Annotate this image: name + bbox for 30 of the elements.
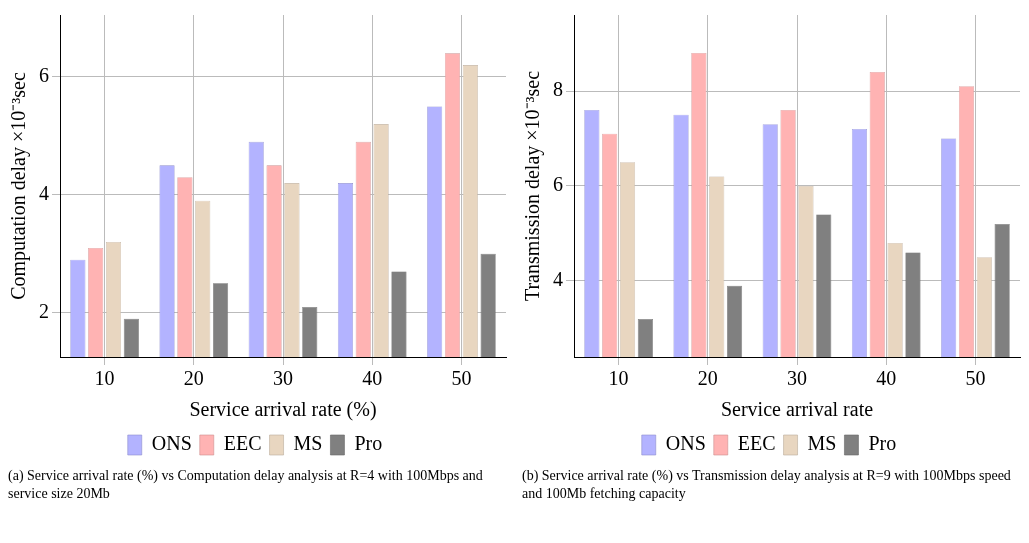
x-tick-label: 10 (608, 367, 629, 390)
x-axis-title: Service arrival rate (720, 398, 874, 421)
y-tick-label: 2 (39, 300, 49, 323)
legend-label: Pro (354, 432, 383, 455)
x-tick-label: 40 (362, 367, 383, 390)
x-tick-label: 20 (697, 367, 718, 390)
legend-label: EEC (223, 432, 262, 455)
y-tick-label: 6 (553, 173, 563, 196)
legend-label: ONS (665, 432, 706, 455)
legend-label: MS (293, 432, 323, 455)
x-tick-label: 10 (94, 367, 115, 390)
x-tick-label: 50 (451, 367, 472, 390)
legend-label: Pro (868, 432, 897, 455)
y-tick-label: 6 (39, 64, 49, 87)
legend-label: ONS (151, 432, 192, 455)
x-tick-label: 50 (965, 367, 986, 390)
legend-label: EEC (737, 432, 776, 455)
y-tick-label: 4 (553, 268, 563, 291)
x-tick-label: 30 (273, 367, 293, 390)
text: (b) Service arrival rate (%) vs Transmission delay analysis at R=9 with 100Mbps speed and 100Mb fetching capacity (521, 467, 1012, 503)
x-tick-label: 40 (876, 367, 897, 390)
text: (a) Service arrival rate (%) vs Computation delay analysis at R=4 with 100Mbps and service size 20Mb (7, 467, 484, 503)
x-tick-label: 20 (183, 367, 204, 390)
y-axis-title: Computation delay ×10⁻³sec (7, 72, 31, 300)
legend-label: MS (807, 432, 837, 455)
y-tick-label: 8 (553, 78, 563, 101)
y-tick-label: 4 (39, 182, 49, 205)
y-axis-title: Transmission delay ×10⁻³sec (521, 70, 545, 302)
x-axis-title: Service arrival rate (%) (189, 398, 377, 422)
x-tick-label: 30 (787, 367, 807, 390)
